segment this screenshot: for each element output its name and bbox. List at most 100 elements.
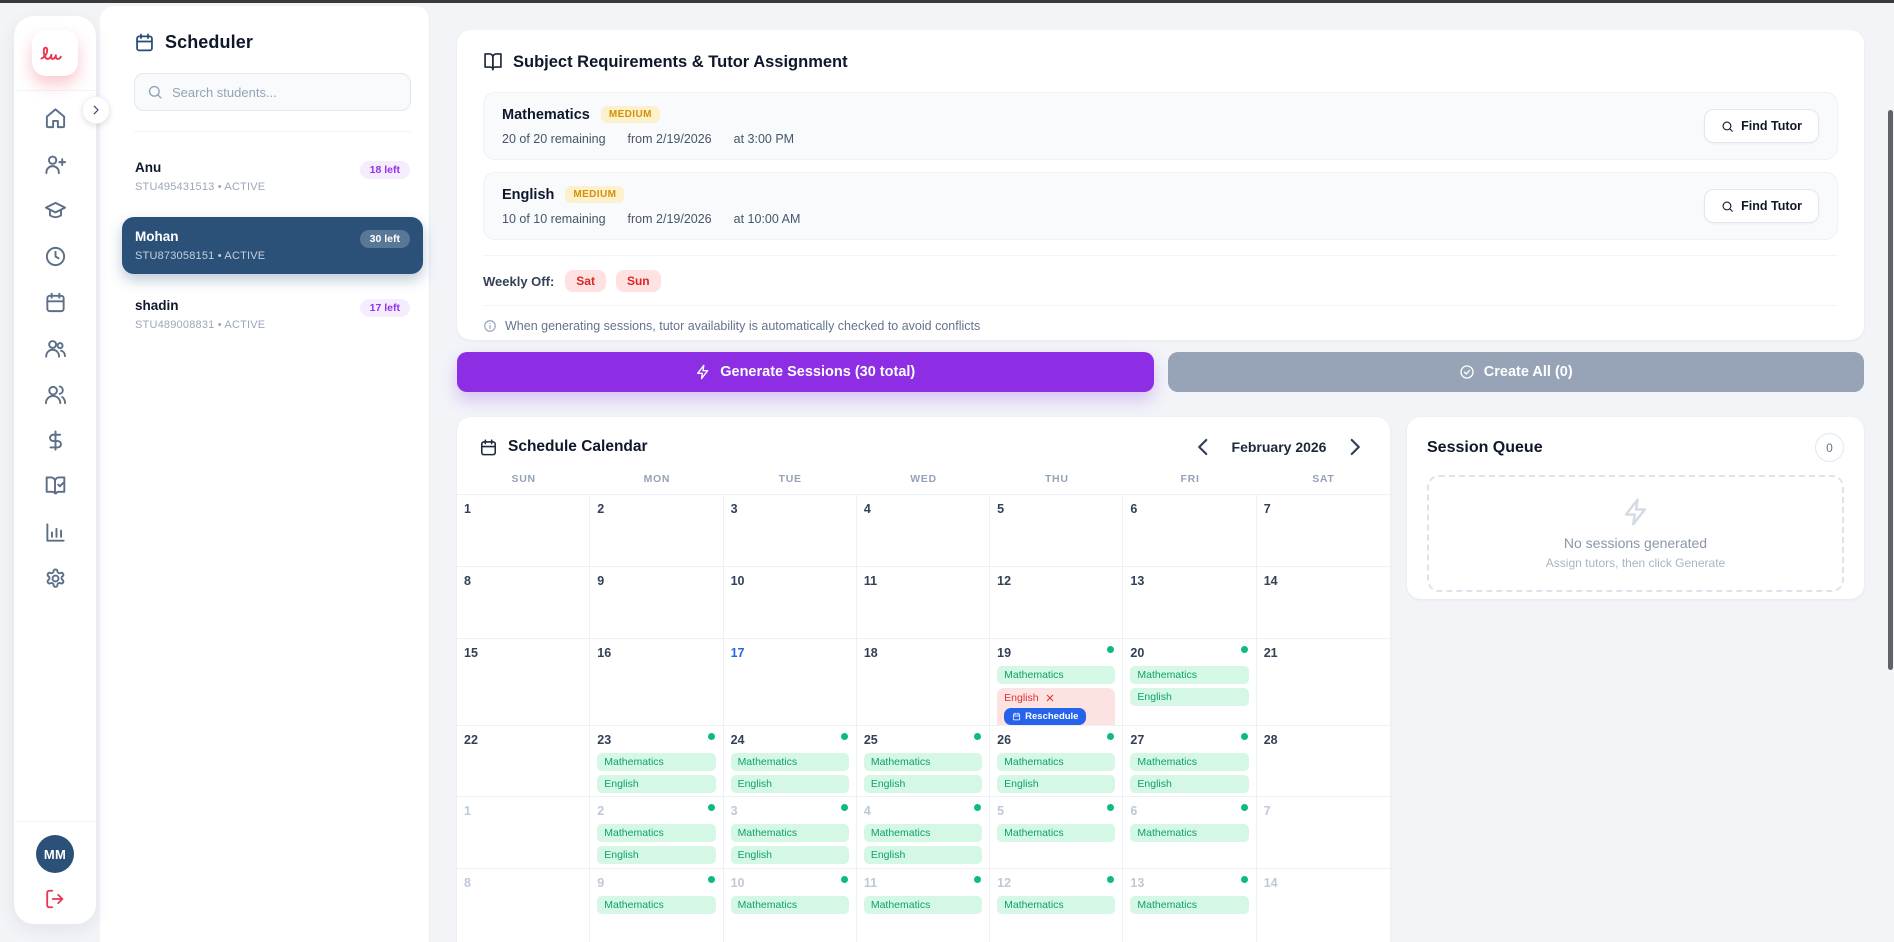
day-number: 11 <box>863 574 878 588</box>
sidebar-item-home-icon[interactable] <box>44 107 67 130</box>
calendar-day-cell[interactable]: 10 Mathematics <box>724 869 857 942</box>
calendar-day-cell[interactable]: 16 <box>590 639 724 726</box>
calendar-day-cell[interactable]: 11 Mathematics <box>857 869 991 942</box>
calendar-day-cell[interactable]: 12 <box>990 567 1124 639</box>
calendar-day-cell[interactable]: 28 <box>1256 726 1390 797</box>
session-pill[interactable]: Mathematics <box>1130 896 1249 914</box>
session-pill[interactable]: English <box>730 846 849 864</box>
session-pill[interactable]: English <box>997 775 1116 793</box>
calendar-day-cell[interactable]: 9 Mathematics <box>590 869 724 942</box>
sidebar-item-book-check-icon[interactable] <box>44 475 67 498</box>
session-pill[interactable]: English <box>730 775 849 793</box>
session-pill[interactable]: Mathematics <box>597 896 716 914</box>
generate-sessions-button[interactable]: Generate Sessions (30 total) <box>457 352 1154 392</box>
calendar-day-cell[interactable]: 6 Mathematics <box>1123 797 1257 869</box>
create-all-button[interactable]: Create All (0) <box>1167 352 1864 392</box>
session-pill[interactable]: Mathematics <box>997 896 1116 914</box>
calendar-day-cell[interactable]: 4 <box>856 495 991 567</box>
calendar-day-cell[interactable]: 25 Mathematics English <box>856 726 991 797</box>
sidebar-item-user-plus-icon[interactable] <box>44 153 67 176</box>
calendar-day-cell[interactable]: 15 <box>457 639 591 726</box>
prev-month-button[interactable] <box>1190 434 1216 460</box>
logout-icon[interactable] <box>44 888 66 910</box>
search-input[interactable] <box>172 84 398 100</box>
calendar-day-cell[interactable]: 1 <box>457 797 591 869</box>
reschedule-button[interactable]: Reschedule <box>1004 708 1087 725</box>
session-pill[interactable]: Mathematics <box>997 666 1116 684</box>
day-number: 11 <box>863 876 878 890</box>
find-tutor-button[interactable]: Find Tutor <box>1704 109 1819 143</box>
session-pill[interactable]: Mathematics <box>730 753 849 771</box>
session-pill[interactable]: English <box>1130 775 1249 793</box>
vertical-scrollbar[interactable] <box>1888 110 1893 670</box>
sidebar-item-clock-icon[interactable] <box>44 245 67 268</box>
calendar-day-cell[interactable]: 27 Mathematics English <box>1123 726 1257 797</box>
calendar-day-cell[interactable]: 1 <box>457 495 591 567</box>
session-pill[interactable]: Mathematics <box>997 753 1116 771</box>
session-pill[interactable]: English <box>863 775 983 793</box>
sidebar-item-dollar-sign-icon[interactable] <box>44 429 67 452</box>
calendar-day-cell[interactable]: 2 <box>590 495 724 567</box>
calendar-day-cell[interactable]: 20 Mathematics English <box>1123 639 1257 726</box>
session-pill[interactable]: Mathematics <box>730 896 849 914</box>
session-pill[interactable]: Mathematics <box>1130 824 1249 842</box>
calendar-day-cell[interactable]: 14 <box>1257 869 1390 942</box>
calendar-day-cell[interactable]: 4 Mathematics English <box>856 797 991 869</box>
session-pill[interactable]: Mathematics <box>863 753 983 771</box>
calendar-day-cell[interactable]: 11 <box>856 567 991 639</box>
next-month-button[interactable] <box>1342 434 1368 460</box>
calendar-day-cell[interactable]: 22 <box>457 726 591 797</box>
session-pill[interactable]: Mathematics <box>597 824 716 842</box>
calendar-day-cell[interactable]: 12 Mathematics <box>990 869 1124 942</box>
session-pill[interactable]: Mathematics <box>863 896 983 914</box>
student-list-item[interactable]: shadin STU489008831 • ACTIVE 17 left <box>122 286 423 343</box>
calendar-day-cell[interactable]: 14 <box>1256 567 1390 639</box>
session-pill[interactable]: Mathematics <box>1130 666 1249 684</box>
session-pill[interactable]: English <box>1130 688 1249 706</box>
avatar[interactable]: MM <box>36 835 74 873</box>
sidebar-item-bar-chart-icon[interactable] <box>44 521 67 544</box>
session-queue-empty-state: No sessions generated Assign tutors, the… <box>1427 475 1844 592</box>
calendar-day-cell[interactable]: 8 <box>457 567 591 639</box>
calendar-day-cell[interactable]: 17 <box>723 639 857 726</box>
calendar-day-cell[interactable]: 26 Mathematics English <box>990 726 1124 797</box>
calendar-day-cell[interactable]: 13 Mathematics <box>1123 869 1257 942</box>
session-pill[interactable]: English <box>597 846 716 864</box>
calendar-day-cell[interactable]: 6 <box>1123 495 1257 567</box>
session-pill[interactable]: Mathematics <box>597 753 716 771</box>
calendar-day-cell[interactable]: 23 Mathematics English <box>590 726 724 797</box>
calendar-day-cell[interactable]: 9 <box>590 567 724 639</box>
calendar-day-cell[interactable]: 2 Mathematics English <box>590 797 724 869</box>
calendar-day-cell[interactable]: 10 <box>723 567 857 639</box>
student-list-item[interactable]: Anu STU495431513 • ACTIVE 18 left <box>122 148 423 205</box>
sidebar-item-users-icon[interactable] <box>44 337 67 360</box>
calendar-day-cell[interactable]: 5 <box>990 495 1124 567</box>
session-pill[interactable]: Mathematics <box>730 824 849 842</box>
calendar-day-cell[interactable]: 5 Mathematics <box>990 797 1124 869</box>
sidebar-item-settings-icon[interactable] <box>44 567 67 590</box>
sidebar-item-calendar-icon[interactable] <box>44 291 67 314</box>
session-pill[interactable]: English <box>597 775 716 793</box>
student-list-item[interactable]: Mohan STU873058151 • ACTIVE 30 left <box>122 217 423 274</box>
sidebar-expand-button[interactable] <box>82 96 110 124</box>
calendar-day-cell[interactable]: 3 Mathematics English <box>723 797 857 869</box>
sidebar-item-graduation-cap-icon[interactable] <box>44 199 67 222</box>
calendar-day-cell[interactable]: 8 <box>457 869 591 942</box>
session-pill[interactable]: Mathematics <box>863 824 983 842</box>
calendar-day-cell[interactable]: 18 <box>856 639 991 726</box>
calendar-day-cell[interactable]: 19 Mathematics English Reschedule <box>990 639 1124 726</box>
remove-session-icon[interactable] <box>1045 693 1055 703</box>
session-pill[interactable]: Mathematics <box>997 824 1116 842</box>
calendar-day-cell[interactable]: 7 <box>1256 797 1390 869</box>
calendar-day-cell[interactable]: 13 <box>1123 567 1257 639</box>
calendar-day-cell[interactable]: 21 <box>1256 639 1390 726</box>
sidebar-item-users-round-icon[interactable] <box>44 383 67 406</box>
session-pill[interactable]: Mathematics <box>1130 753 1249 771</box>
find-tutor-button[interactable]: Find Tutor <box>1704 189 1819 223</box>
weekly-off-day-pill: Sun <box>615 270 661 292</box>
calendar-day-cell[interactable]: 24 Mathematics English <box>723 726 857 797</box>
calendar-day-cell[interactable]: 7 <box>1256 495 1390 567</box>
calendar-day-cell[interactable]: 3 <box>723 495 857 567</box>
session-pill[interactable]: English <box>863 846 983 864</box>
day-number: 6 <box>1130 804 1138 818</box>
